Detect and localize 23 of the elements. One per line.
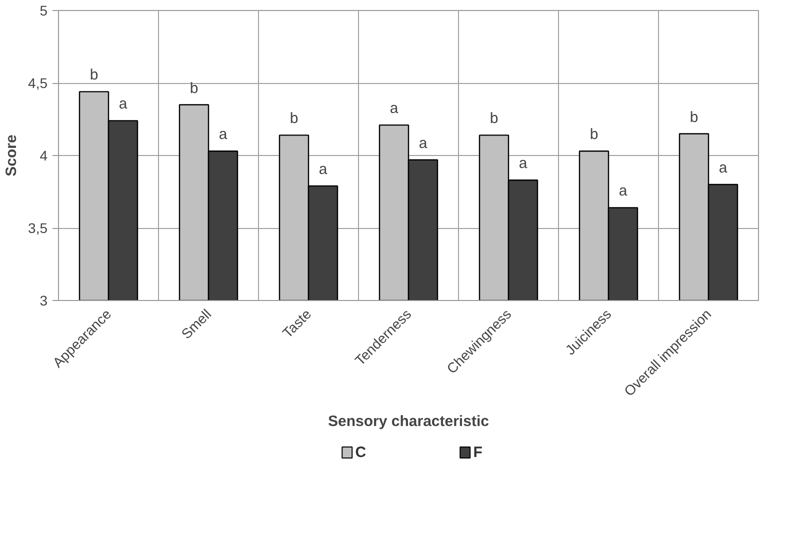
y-tick-label: 3 xyxy=(40,292,48,308)
y-tick-label: 3,5 xyxy=(28,220,48,236)
x-axis-title: Sensory characteristic xyxy=(328,412,489,430)
data-label: b xyxy=(290,110,298,128)
data-label: a xyxy=(218,126,228,144)
data-label: b xyxy=(190,80,198,97)
data-label: a xyxy=(390,100,399,118)
data-label: a xyxy=(518,155,528,172)
data-label: b xyxy=(90,66,98,84)
legend-label: C xyxy=(355,444,366,461)
y-axis-title: Score xyxy=(3,134,20,176)
y-tick-label: 4,5 xyxy=(28,75,48,91)
data-label: a xyxy=(618,182,628,200)
data-label: a xyxy=(418,134,428,152)
data-label: a xyxy=(318,160,328,178)
data-label: a xyxy=(718,160,728,176)
data-label: b xyxy=(490,110,498,128)
data-label: a xyxy=(118,96,128,113)
data-label: b xyxy=(590,126,598,144)
data-label: b xyxy=(690,108,698,126)
legend-label: F xyxy=(473,444,482,461)
y-tick-label: 4 xyxy=(40,148,48,164)
y-tick-label: 5 xyxy=(40,2,48,18)
